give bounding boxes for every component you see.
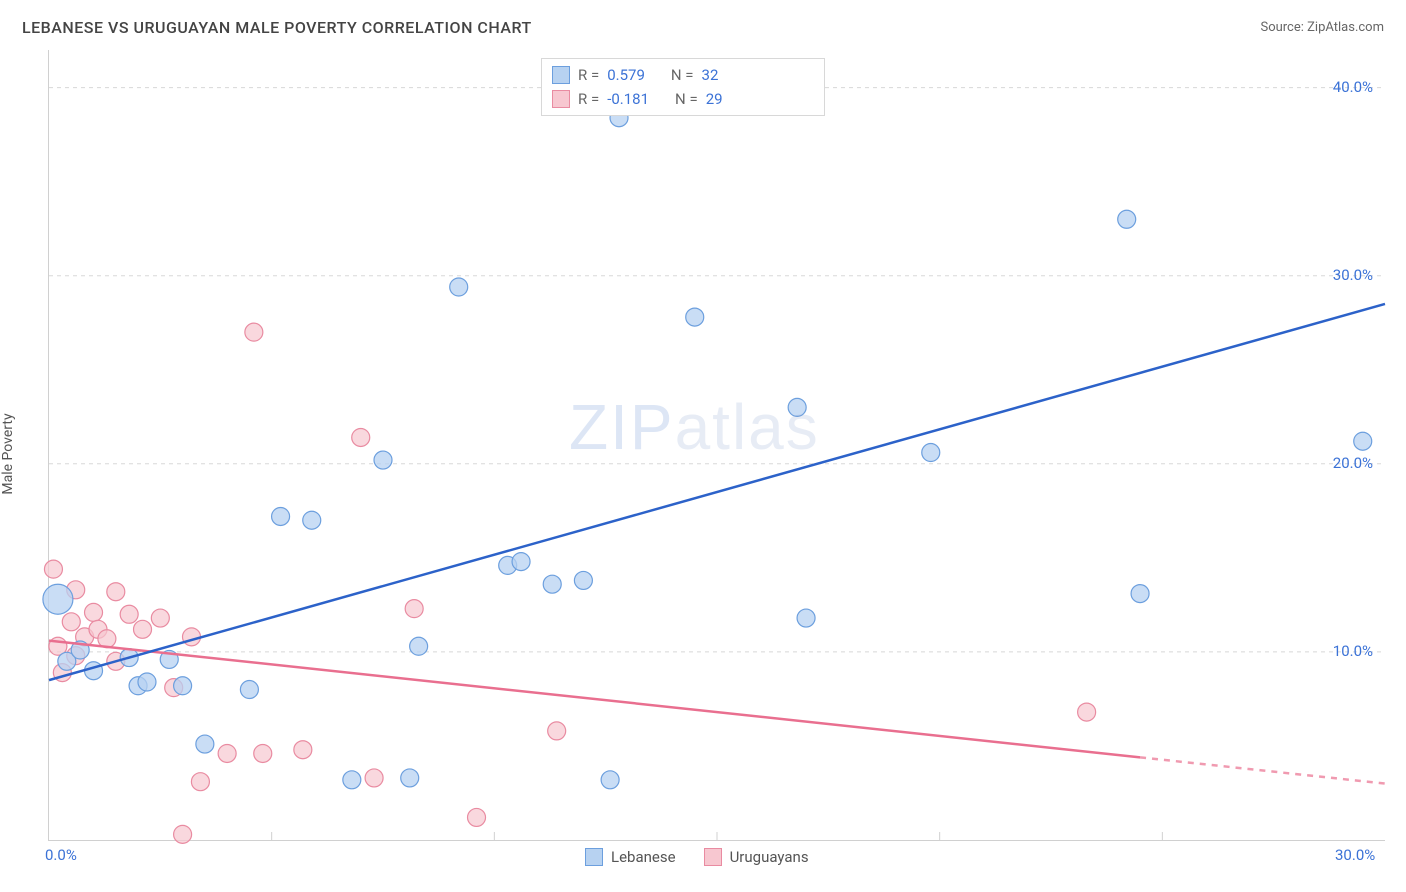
lebanese-point bbox=[512, 553, 530, 571]
lebanese-point bbox=[797, 609, 815, 627]
lebanese-point bbox=[374, 451, 392, 469]
n-label: N = bbox=[675, 87, 698, 111]
uruguayan-point bbox=[294, 741, 312, 759]
source-attribution: Source: ZipAtlas.com bbox=[1260, 20, 1384, 35]
y-tick-label: 20.0% bbox=[1333, 454, 1373, 472]
uruguayan-point bbox=[134, 620, 152, 638]
lebanese-swatch bbox=[552, 66, 570, 84]
lebanese-point bbox=[303, 511, 321, 529]
n-label: N = bbox=[671, 63, 694, 87]
legend-bottom: Lebanese Uruguayans bbox=[585, 848, 809, 866]
uruguayan-point bbox=[548, 722, 566, 740]
lebanese-point bbox=[1118, 210, 1136, 228]
lebanese-point bbox=[272, 507, 290, 525]
uruguayan-point bbox=[120, 605, 138, 623]
lebanese-point bbox=[1131, 585, 1149, 603]
lebanese-point bbox=[401, 769, 419, 787]
legend-item-lebanese: Lebanese bbox=[585, 848, 676, 866]
uruguayan-point bbox=[218, 744, 236, 762]
lebanese-point bbox=[686, 308, 704, 326]
uruguayan-swatch bbox=[704, 848, 722, 866]
uruguayan-point bbox=[151, 609, 169, 627]
lebanese-point bbox=[1354, 432, 1372, 450]
y-tick-label: 30.0% bbox=[1333, 266, 1373, 284]
uruguayan-point bbox=[1078, 703, 1096, 721]
lebanese-point bbox=[922, 444, 940, 462]
uruguayan-point bbox=[254, 744, 272, 762]
uruguayan-point bbox=[405, 600, 423, 618]
lebanese-point bbox=[138, 673, 156, 691]
y-tick-label: 10.0% bbox=[1333, 642, 1373, 660]
lebanese-swatch bbox=[585, 848, 603, 866]
lebanese-point bbox=[543, 575, 561, 593]
lebanese-point bbox=[196, 735, 214, 753]
r-label: R = bbox=[578, 63, 599, 87]
lebanese-point bbox=[601, 771, 619, 789]
r-value-uruguayans: -0.181 bbox=[607, 87, 649, 111]
uruguayan-point bbox=[468, 808, 486, 826]
lebanese-point bbox=[240, 681, 258, 699]
r-value-lebanese: 0.579 bbox=[607, 63, 645, 87]
lebanese-point bbox=[343, 771, 361, 789]
r-label: R = bbox=[578, 87, 599, 111]
legend-item-uruguayans: Uruguayans bbox=[704, 848, 809, 866]
chart-title: LEBANESE VS URUGUAYAN MALE POVERTY CORRE… bbox=[22, 18, 532, 37]
uruguayan-point bbox=[365, 769, 383, 787]
uruguayan-point bbox=[107, 583, 125, 601]
chart-svg bbox=[49, 50, 1385, 840]
legend-label-uruguayans: Uruguayans bbox=[730, 848, 809, 866]
uruguayan-swatch bbox=[552, 90, 570, 108]
y-axis-label: Male Poverty bbox=[0, 413, 16, 494]
lebanese-point bbox=[410, 637, 428, 655]
plot-area: ZIPatlas R = 0.579 N = 32 R = -0.181 N =… bbox=[48, 50, 1385, 841]
y-tick-label: 40.0% bbox=[1333, 78, 1373, 96]
stats-legend-box: R = 0.579 N = 32 R = -0.181 N = 29 bbox=[541, 58, 825, 116]
stats-row-lebanese: R = 0.579 N = 32 bbox=[552, 63, 814, 87]
lebanese-point bbox=[450, 278, 468, 296]
x-tick-label: 0.0% bbox=[45, 846, 77, 864]
lebanese-point bbox=[574, 571, 592, 589]
legend-label-lebanese: Lebanese bbox=[611, 848, 676, 866]
n-value-uruguayans: 29 bbox=[706, 87, 723, 111]
lebanese-point bbox=[788, 398, 806, 416]
uruguayan-point bbox=[183, 628, 201, 646]
uruguayan-point bbox=[62, 613, 80, 631]
n-value-lebanese: 32 bbox=[702, 63, 719, 87]
uruguayan-point bbox=[245, 323, 263, 341]
uruguayan-point bbox=[85, 603, 103, 621]
uruguayan-point bbox=[44, 560, 62, 578]
lebanese-point bbox=[174, 677, 192, 695]
uruguayan-point bbox=[191, 773, 209, 791]
lebanese-point bbox=[43, 584, 73, 614]
uruguayan-point bbox=[174, 825, 192, 843]
lebanese-point bbox=[85, 662, 103, 680]
stats-row-uruguayans: R = -0.181 N = 29 bbox=[552, 87, 814, 111]
uruguayan-point bbox=[352, 428, 370, 446]
x-tick-label: 30.0% bbox=[1335, 846, 1375, 864]
